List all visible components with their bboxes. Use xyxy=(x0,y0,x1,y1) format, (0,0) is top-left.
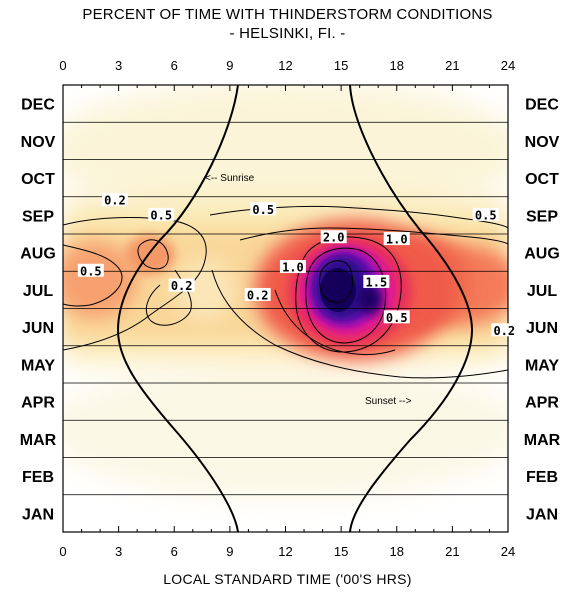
month-label-right: OCT xyxy=(525,171,559,188)
month-label-right: JUL xyxy=(527,283,557,300)
x-tick-label-top: 12 xyxy=(278,58,292,73)
contour-label: 0.5 xyxy=(150,208,172,222)
month-label-left: JUL xyxy=(23,283,53,300)
contour-labels: 0.2 0.5 0.5 0.2 0.5 0.2 1.0 2.0 1.5 1.0 0.5 0.5 0.2 xyxy=(77,192,518,338)
x-tick-label-bottom: 9 xyxy=(226,544,233,559)
month-label-right: DEC xyxy=(525,97,559,114)
contour-label: 1.5 xyxy=(366,275,388,289)
x-tick-label-top: 18 xyxy=(390,58,404,73)
contour-label: 2.0 xyxy=(323,231,345,245)
month-label-left: JUN xyxy=(22,320,54,337)
contour-label-bg xyxy=(148,207,175,221)
month-label-left: JAN xyxy=(22,506,54,523)
sunrise-annotation: <-- Sunrise xyxy=(205,173,255,184)
x-tick-label-top: 24 xyxy=(501,58,515,73)
contour-label: 0.2 xyxy=(247,288,269,302)
x-tick-label-top: 9 xyxy=(226,58,233,73)
month-label-right: AUG xyxy=(524,246,560,263)
contour-label: 0.2 xyxy=(493,324,515,338)
contour-label-bg xyxy=(472,207,499,221)
contour-label-bg xyxy=(383,232,410,246)
month-label-right: JAN xyxy=(526,506,558,523)
contour-label: 0.5 xyxy=(252,203,274,217)
contour-label: 0.5 xyxy=(80,264,102,278)
contour-label: 1.0 xyxy=(386,233,408,247)
month-label-right: SEP xyxy=(526,208,558,225)
month-label-left: APR xyxy=(21,395,55,412)
x-axis-label: LOCAL STANDARD TIME ('00'S HRS) xyxy=(163,571,412,587)
contour-label: 0.2 xyxy=(104,193,126,207)
sunset-curve xyxy=(349,84,474,533)
month-label-right: APR xyxy=(525,395,559,412)
contour-label-bg xyxy=(363,274,390,288)
x-tick-label-bottom: 3 xyxy=(115,544,122,559)
x-tick-label-bottom: 15 xyxy=(334,544,348,559)
contour-label-bg xyxy=(250,202,277,216)
sunrise-curve xyxy=(116,84,239,533)
x-tick-label-bottom: 24 xyxy=(501,544,515,559)
month-label-right: MAR xyxy=(524,432,561,449)
month-label-left: DEC xyxy=(21,97,55,114)
contour-label-bg xyxy=(491,323,518,337)
month-label-left: MAY xyxy=(21,357,55,374)
month-label-left: AUG xyxy=(20,246,56,263)
x-tick-label-top: 6 xyxy=(171,58,178,73)
month-label-right: JUN xyxy=(526,320,558,337)
contour-label-bg xyxy=(77,263,104,277)
x-tick-label-bottom: 21 xyxy=(445,544,459,559)
x-tick-label-bottom: 6 xyxy=(171,544,178,559)
month-label-left: SEP xyxy=(22,208,54,225)
heatmap-field xyxy=(63,85,508,532)
x-tick-label-bottom: 12 xyxy=(278,544,292,559)
month-label-left: MAR xyxy=(20,432,57,449)
x-tick-label-top: 15 xyxy=(334,58,348,73)
contour-label: 1.0 xyxy=(282,261,304,275)
y-axis: JAN JAN FEB FEB MAR MAR APR APR MAY MAY JUN JUN JUL J… xyxy=(20,97,561,524)
contour-label-bg xyxy=(244,287,271,301)
sunset-annotation: Sunset --> xyxy=(365,396,412,407)
daylight-curves xyxy=(116,84,474,533)
month-label-left: OCT xyxy=(21,171,55,188)
contour-label-bg xyxy=(101,192,128,206)
month-label-left: NOV xyxy=(21,134,56,151)
contour-label-bg xyxy=(168,278,195,292)
contour-label: 0.2 xyxy=(171,279,193,293)
x-tick-label-top: 3 xyxy=(115,58,122,73)
month-label-right: FEB xyxy=(526,469,558,486)
month-label-right: MAY xyxy=(525,357,559,374)
x-tick-label-top: 0 xyxy=(59,58,66,73)
contour-label: 0.5 xyxy=(386,311,408,325)
x-tick-label-bottom: 0 xyxy=(59,544,66,559)
contour-label-bg xyxy=(279,260,306,274)
chart-title: PERCENT OF TIME WITH THINDERSTORM CONDIT… xyxy=(82,6,493,23)
x-tick-label-top: 21 xyxy=(445,58,459,73)
month-label-left: FEB xyxy=(22,469,54,486)
month-label-right: NOV xyxy=(525,134,560,151)
contour-label: 0.5 xyxy=(475,208,497,222)
chart-subtitle: - HELSINKI, FI. - xyxy=(229,25,346,42)
contour-label-bg xyxy=(383,310,410,324)
x-axis: 0 0 3 3 6 6 9 9 12 12 15 15 18 18 21 21 24 24 xyxy=(59,58,515,559)
contour-label-bg xyxy=(320,230,347,244)
x-tick-label-bottom: 18 xyxy=(390,544,404,559)
